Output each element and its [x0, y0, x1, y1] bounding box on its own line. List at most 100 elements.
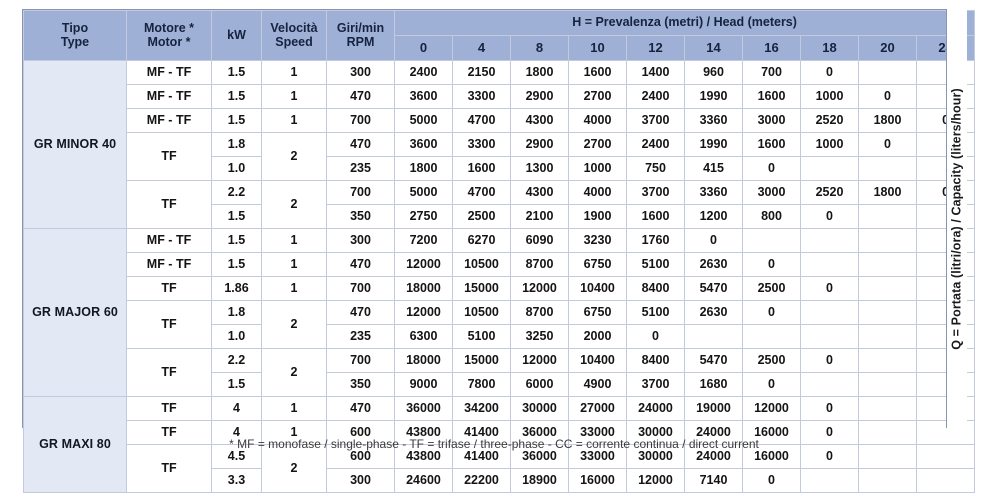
header-row-primary: Tipo Type Motore * Motor * kW Velocità S…	[23, 10, 976, 61]
capacity-cell-empty	[915, 444, 976, 469]
capacity-cell: 16000	[742, 444, 801, 469]
capacity-cell: 1990	[684, 84, 743, 109]
capacity-cell: 0	[800, 276, 859, 301]
capacity-cell: 4000	[568, 180, 627, 205]
motor-cell: TF	[126, 396, 212, 421]
capacity-cell: 4900	[568, 372, 627, 397]
header-head-12: 12	[626, 35, 685, 61]
speed-cell: 1	[261, 276, 327, 301]
capacity-cell: 6750	[568, 300, 627, 325]
capacity-cell: 12000	[394, 252, 453, 277]
kw-cell: 1.5	[211, 84, 262, 109]
header-head-0: 0	[394, 35, 453, 61]
rpm-cell: 300	[326, 228, 395, 253]
capacity-cell: 2400	[626, 84, 685, 109]
motor-cell: MF - TF	[126, 252, 212, 277]
motor-cell: TF	[126, 420, 212, 445]
pump-performance-sheet: Tipo Type Motore * Motor * kW Velocità S…	[0, 9, 988, 493]
capacity-cell: 6270	[452, 228, 511, 253]
header-head-18: 18	[800, 35, 859, 61]
rpm-cell: 470	[326, 252, 395, 277]
rpm-cell: 700	[326, 276, 395, 301]
capacity-cell: 0	[858, 132, 917, 157]
capacity-cell: 1800	[858, 108, 917, 133]
capacity-cell-empty	[800, 372, 859, 397]
speed-cell: 2	[261, 300, 327, 349]
capacity-cell: 2700	[568, 132, 627, 157]
capacity-cell: 2520	[800, 108, 859, 133]
capacity-cell: 8400	[626, 348, 685, 373]
table-row: TF 1.8 2 470 3600 3300 2900 2700 2400 1990 1600 100…	[24, 132, 976, 181]
capacity-cell-empty	[858, 252, 917, 277]
capacity-cell: 0	[858, 84, 917, 109]
capacity-cell: 1990	[684, 132, 743, 157]
rpm-cell: 470	[326, 84, 395, 109]
rpm-cell: 600	[326, 444, 395, 469]
speed-cell: 2	[261, 444, 327, 493]
kw-cell: 1.5	[211, 60, 262, 85]
capacity-cell: 700	[742, 60, 801, 85]
capacity-cell: 34200	[452, 396, 511, 421]
capacity-cell: 30000	[626, 420, 685, 445]
capacity-cell: 10400	[568, 276, 627, 301]
table-row: GR MAJOR 60 MF - TF 1.5 1 300 7200 6270 6090 323…	[23, 228, 976, 397]
capacity-cell-empty	[800, 300, 859, 325]
capacity-cell: 3000	[742, 108, 801, 133]
capacity-cell: 5470	[684, 348, 743, 373]
capacity-cell: 3250	[510, 324, 569, 349]
capacity-cell: 1400	[626, 60, 685, 85]
capacity-cell: 0	[800, 444, 859, 469]
capacity-cell: 2400	[626, 132, 685, 157]
capacity-cell: 7200	[394, 228, 453, 253]
motor-cell: TF	[126, 276, 212, 301]
motor-cell: TF	[126, 180, 212, 229]
header-head-4: 4	[452, 35, 511, 61]
capacity-cell-empty	[858, 396, 917, 421]
capacity-cell: 3600	[394, 132, 453, 157]
capacity-cell: 3300	[452, 84, 511, 109]
capacity-cell: 16000	[568, 468, 627, 493]
capacity-cell: 3700	[626, 372, 685, 397]
capacity-cell: 2500	[742, 276, 801, 301]
table-row: 1.0 235 1800 1600 1300 1000 750 415 0	[24, 156, 976, 181]
capacity-cell: 2750	[394, 204, 453, 229]
capacity-cell: 10400	[568, 348, 627, 373]
capacity-cell: 1600	[452, 156, 511, 181]
capacity-cell: 33000	[568, 444, 627, 469]
pump-performance-table: Tipo Type Motore * Motor * kW Velocità S…	[23, 10, 976, 493]
capacity-cell: 15000	[452, 348, 511, 373]
header-type-it: Tipo	[61, 21, 89, 36]
capacity-cell: 1800	[510, 60, 569, 85]
capacity-cell: 2400	[394, 60, 453, 85]
capacity-cell-empty	[858, 204, 917, 229]
capacity-cell-empty	[742, 324, 801, 349]
capacity-cell: 12000	[742, 396, 801, 421]
capacity-cell: 12000	[626, 468, 685, 493]
legend-footnote: * MF = monofase / single-phase - TF = tr…	[0, 437, 988, 451]
capacity-cell: 1600	[742, 132, 801, 157]
capacity-cell: 2100	[510, 204, 569, 229]
capacity-cell: 6750	[568, 252, 627, 277]
capacity-cell: 1000	[800, 84, 859, 109]
header-speed-it: Velocità	[270, 21, 318, 36]
capacity-cell: 19000	[684, 396, 743, 421]
motor-cell: TF	[126, 348, 212, 397]
header-kw: kW	[211, 10, 262, 61]
capacity-cell: 9000	[394, 372, 453, 397]
capacity-cell: 8700	[510, 300, 569, 325]
capacity-cell: 3600	[394, 84, 453, 109]
capacity-cell: 3360	[684, 108, 743, 133]
capacity-cell: 0	[800, 420, 859, 445]
capacity-cell: 3700	[626, 180, 685, 205]
speed-cell: 1	[261, 60, 327, 85]
capacity-cell: 16000	[742, 420, 801, 445]
rpm-cell: 235	[326, 324, 395, 349]
capacity-cell-empty	[684, 324, 743, 349]
capacity-cell: 0	[742, 300, 801, 325]
header-motor: Motore * Motor *	[126, 10, 212, 61]
header-motor-en: Motor *	[147, 34, 191, 49]
table-row: GR MAXI 80 TF 4 1 470 36000 34200 30000 27000 240…	[23, 396, 976, 493]
capacity-cell: 30000	[626, 444, 685, 469]
capacity-cell: 2630	[684, 300, 743, 325]
rpm-cell: 470	[326, 396, 395, 421]
